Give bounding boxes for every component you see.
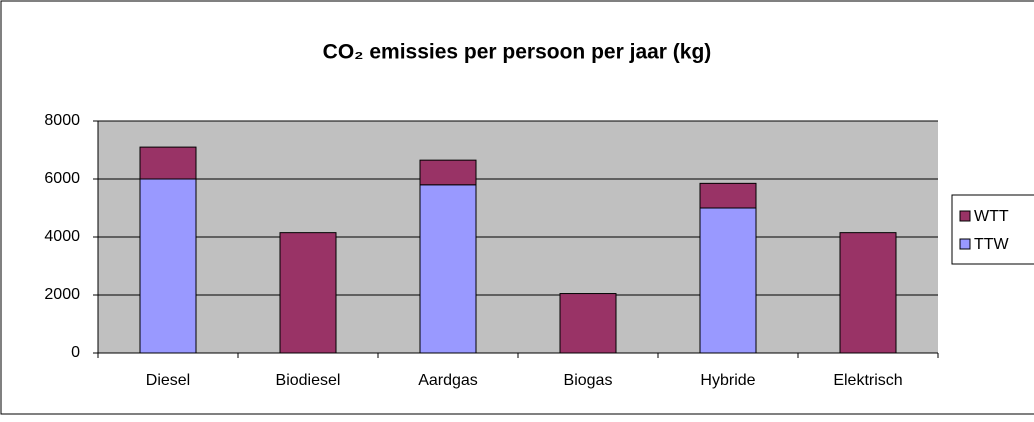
y-tick-label: 2000 bbox=[44, 286, 80, 303]
x-tick-label: Diesel bbox=[146, 372, 190, 389]
y-tick-label: 4000 bbox=[44, 228, 80, 245]
bar-segment bbox=[419, 184, 477, 354]
x-tick-label: Hybride bbox=[700, 372, 755, 389]
x-tick-label: Biogas bbox=[564, 372, 613, 389]
y-tick-label: 0 bbox=[71, 344, 80, 361]
bar-segment bbox=[559, 293, 617, 354]
x-tick-label: Elektrisch bbox=[833, 372, 902, 389]
bar-segment bbox=[139, 146, 197, 180]
bar-segment bbox=[419, 159, 477, 186]
legend-label: TTW bbox=[974, 236, 1010, 253]
bar-segment bbox=[139, 178, 197, 354]
bar-segment bbox=[279, 232, 337, 354]
legend-swatch bbox=[959, 238, 971, 250]
bar-segment bbox=[699, 182, 757, 209]
bar-segment bbox=[699, 207, 757, 354]
y-tick-label: 8000 bbox=[44, 112, 80, 129]
chart-title: CO₂ emissies per persoon per jaar (kg) bbox=[323, 41, 712, 64]
y-tick-label: 6000 bbox=[44, 170, 80, 187]
x-tick-label: Biodiesel bbox=[276, 372, 341, 389]
bar-segment bbox=[839, 232, 897, 354]
legend-swatch bbox=[959, 210, 971, 222]
legend-box bbox=[951, 194, 1034, 265]
x-tick-label: Aardgas bbox=[418, 372, 478, 389]
legend-label: WTT bbox=[974, 208, 1009, 225]
